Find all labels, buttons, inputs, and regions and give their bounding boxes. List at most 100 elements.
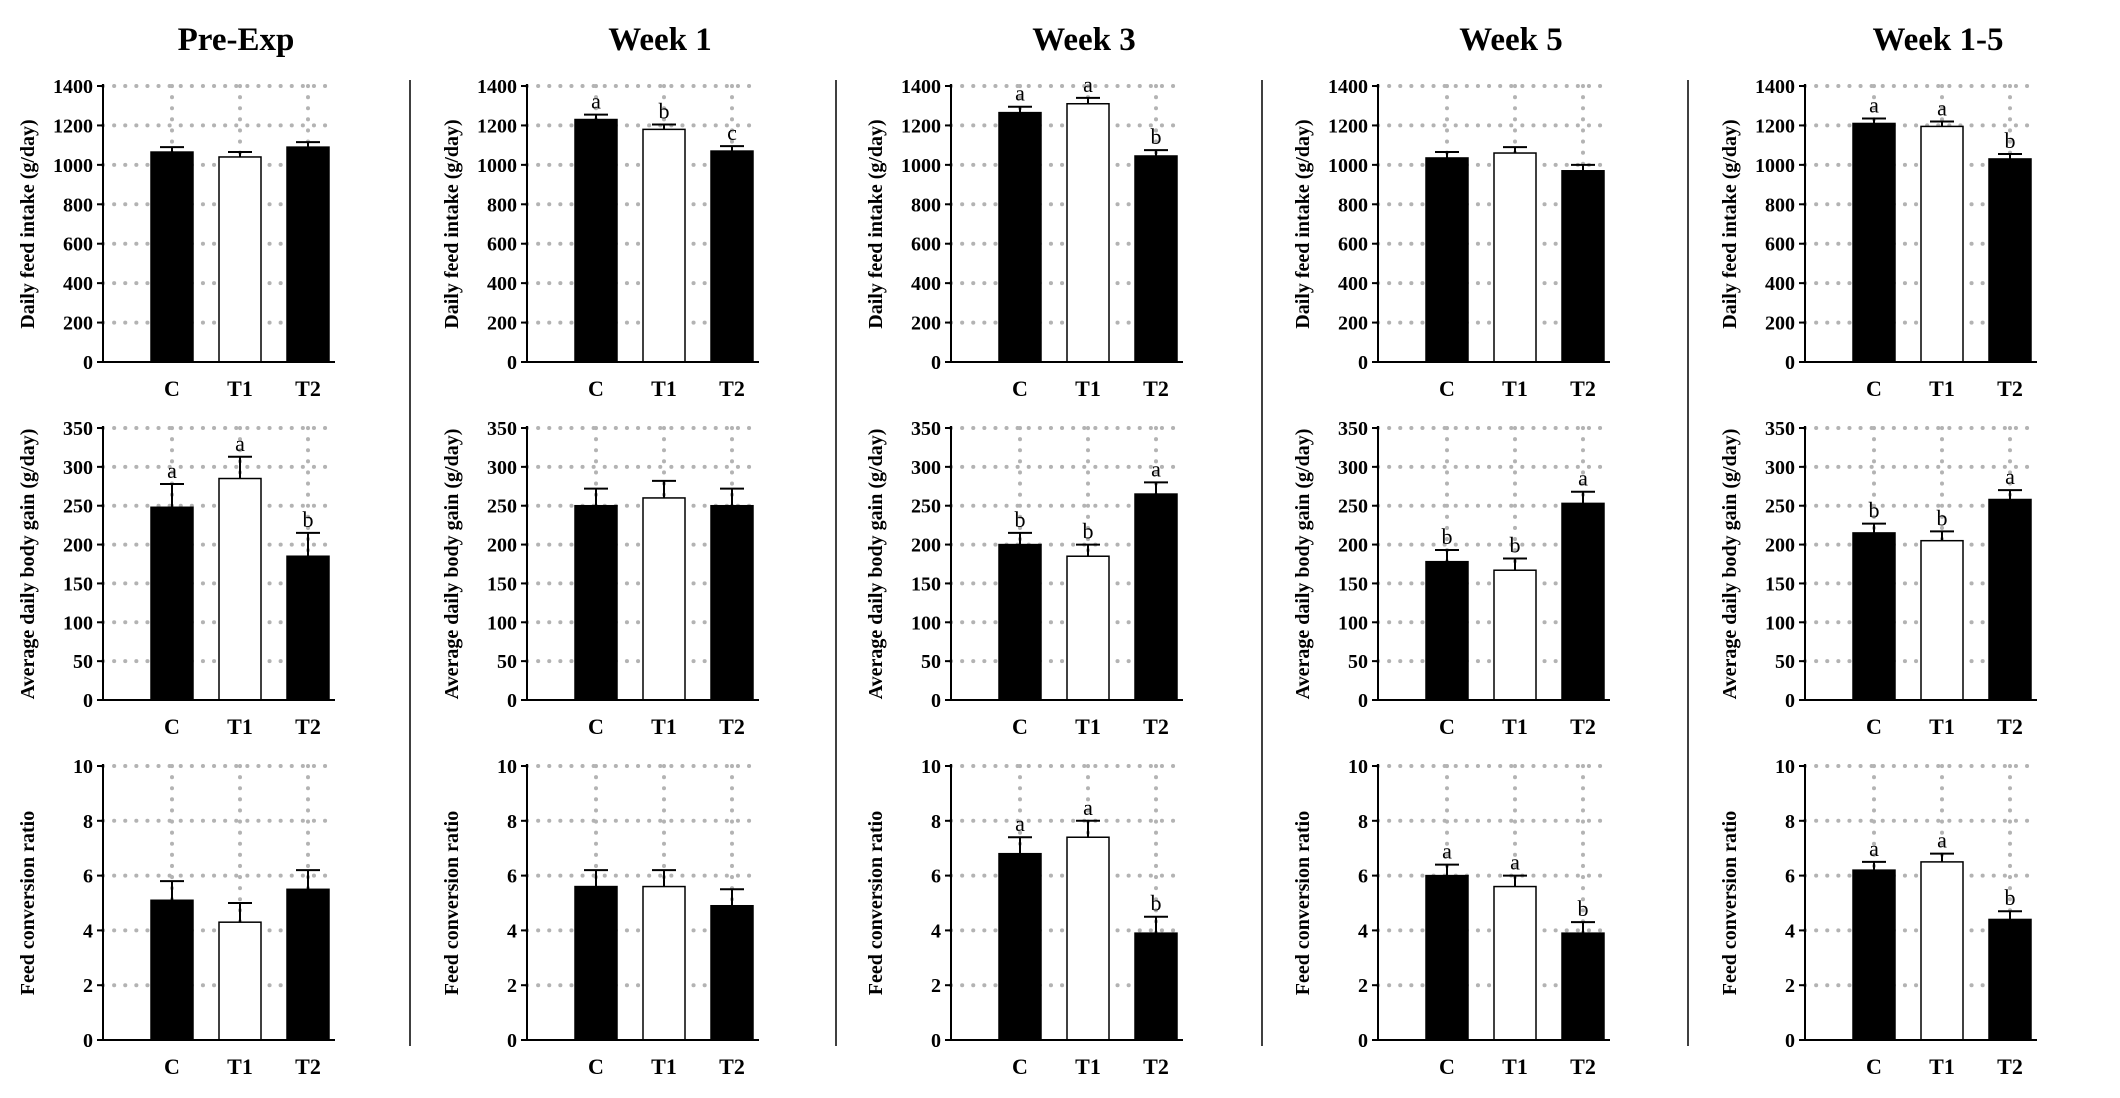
y-tick-label: 4	[83, 920, 93, 942]
y-tick-label: 600	[1338, 234, 1368, 256]
x-tick-label: T2	[1997, 1054, 2023, 1079]
y-tick-label: 50	[73, 651, 93, 673]
y-tick-label: 0	[1785, 1030, 1795, 1052]
x-tick-label: C	[588, 1054, 604, 1079]
bar-t2	[1561, 932, 1605, 1041]
y-tick-label: 0	[1358, 690, 1368, 712]
y-tick-label: 1400	[53, 76, 93, 98]
y-tick-label: 350	[1338, 418, 1368, 440]
y-tick-label: 600	[911, 234, 941, 256]
x-tick-label: C	[1866, 376, 1882, 401]
bar-t1	[1493, 569, 1537, 701]
y-tick-label: 1000	[1328, 155, 1368, 177]
bar-chart-panel: C T1 T2 0 50 100 150 200 250 300 350 Average daily …	[441, 418, 761, 739]
significance-letter: b	[2005, 885, 2016, 910]
bar-c	[150, 506, 194, 701]
significance-letter: b	[1015, 507, 1026, 532]
y-tick-label: 250	[63, 496, 93, 518]
x-tick-label: T1	[1502, 376, 1528, 401]
y-tick-label: 10	[1775, 756, 1795, 778]
bar-t1	[642, 885, 686, 1041]
y-tick-label: 0	[931, 690, 941, 712]
bar-c	[998, 111, 1042, 363]
x-tick-label: T1	[1929, 376, 1955, 401]
column-title: Week 1	[608, 22, 712, 58]
y-tick-label: 2	[83, 975, 93, 997]
significance-letter: a	[1151, 456, 1161, 481]
x-tick-label: C	[164, 1054, 180, 1079]
bar-chart-panel: b Cb T1 a T2 0 50 100 150 200 250 300 350 Average dai…	[865, 418, 1185, 739]
bar-t1	[642, 128, 686, 363]
y-tick-label: 8	[83, 811, 93, 833]
y-tick-label: 100	[1765, 612, 1795, 634]
y-tick-label: 6	[507, 866, 517, 888]
significance-letter: b	[2005, 128, 2016, 153]
y-tick-label: 200	[63, 313, 93, 335]
y-tick-label: 200	[911, 535, 941, 557]
bar-chart-panel: a Cb T1 c T2 0 200 400 600 800 1000 1200 1400 Daily f…	[441, 76, 761, 401]
bar-c	[150, 151, 194, 363]
y-tick-label: 600	[487, 234, 517, 256]
bar-c	[1852, 122, 1896, 363]
y-tick-label: 400	[63, 273, 93, 295]
y-tick-label: 1200	[901, 115, 941, 137]
bar-t2	[1561, 170, 1605, 363]
y-tick-label: 1000	[477, 155, 517, 177]
significance-letter: b	[1083, 519, 1094, 544]
bar-t1	[218, 921, 262, 1041]
bar-t1	[1920, 125, 1964, 363]
bar-chart-panel: C T1 T2 0 200 400 600 800 1000 1200 1400 Daily feed…	[17, 76, 337, 401]
bar-c	[1425, 874, 1469, 1041]
bar-t1	[1920, 861, 1964, 1041]
y-tick-label: 200	[487, 313, 517, 335]
y-tick-label: 0	[1785, 352, 1795, 374]
bar-c	[574, 118, 618, 363]
x-tick-label: T2	[719, 376, 745, 401]
x-tick-label: C	[1439, 714, 1455, 739]
significance-letter: a	[1083, 72, 1093, 97]
bar-t2	[286, 555, 330, 701]
y-tick-label: 350	[911, 418, 941, 440]
significance-letter: b	[1937, 505, 1948, 530]
y-tick-label: 0	[83, 1030, 93, 1052]
y-tick-label: 0	[1358, 352, 1368, 374]
significance-letter: b	[303, 507, 314, 532]
column-title: Pre-Exp	[178, 22, 295, 58]
significance-letter: a	[1578, 466, 1588, 491]
significance-letter: b	[1510, 533, 1521, 558]
significance-letter: a	[1869, 836, 1879, 861]
bar-c	[574, 885, 618, 1041]
y-tick-label: 1000	[901, 155, 941, 177]
y-tick-label: 400	[911, 273, 941, 295]
y-tick-label: 0	[931, 352, 941, 374]
x-tick-label: T2	[1143, 376, 1169, 401]
bar-t2	[1988, 158, 2032, 363]
x-tick-label: T1	[1502, 1054, 1528, 1079]
bar-t1	[1493, 885, 1537, 1041]
x-tick-label: T1	[1502, 714, 1528, 739]
y-axis-label: Daily feed intake (g/day)	[17, 119, 39, 328]
y-tick-label: 250	[487, 496, 517, 518]
y-axis-label: Average daily body gain (g/day)	[1292, 429, 1314, 700]
y-tick-label: 400	[1338, 273, 1368, 295]
x-tick-label: C	[164, 714, 180, 739]
y-tick-label: 0	[507, 690, 517, 712]
bar-t1	[642, 497, 686, 701]
y-tick-label: 150	[487, 573, 517, 595]
x-tick-label: C	[1439, 376, 1455, 401]
y-axis-label: Average daily body gain (g/day)	[1719, 429, 1741, 700]
y-axis-label: Feed conversion ratio	[441, 811, 463, 995]
significance-letter: a	[591, 89, 601, 114]
y-axis-label: Daily feed intake (g/day)	[441, 119, 463, 328]
x-tick-label: T2	[295, 1054, 321, 1079]
significance-letter: a	[2005, 464, 2015, 489]
y-tick-label: 250	[1338, 496, 1368, 518]
bar-c	[574, 504, 618, 701]
y-tick-label: 1400	[477, 76, 517, 98]
y-tick-label: 4	[1785, 920, 1795, 942]
column-title: Week 3	[1032, 22, 1136, 58]
column-title: Week 5	[1459, 22, 1563, 58]
y-tick-label: 1400	[1755, 76, 1795, 98]
y-tick-label: 200	[63, 535, 93, 557]
